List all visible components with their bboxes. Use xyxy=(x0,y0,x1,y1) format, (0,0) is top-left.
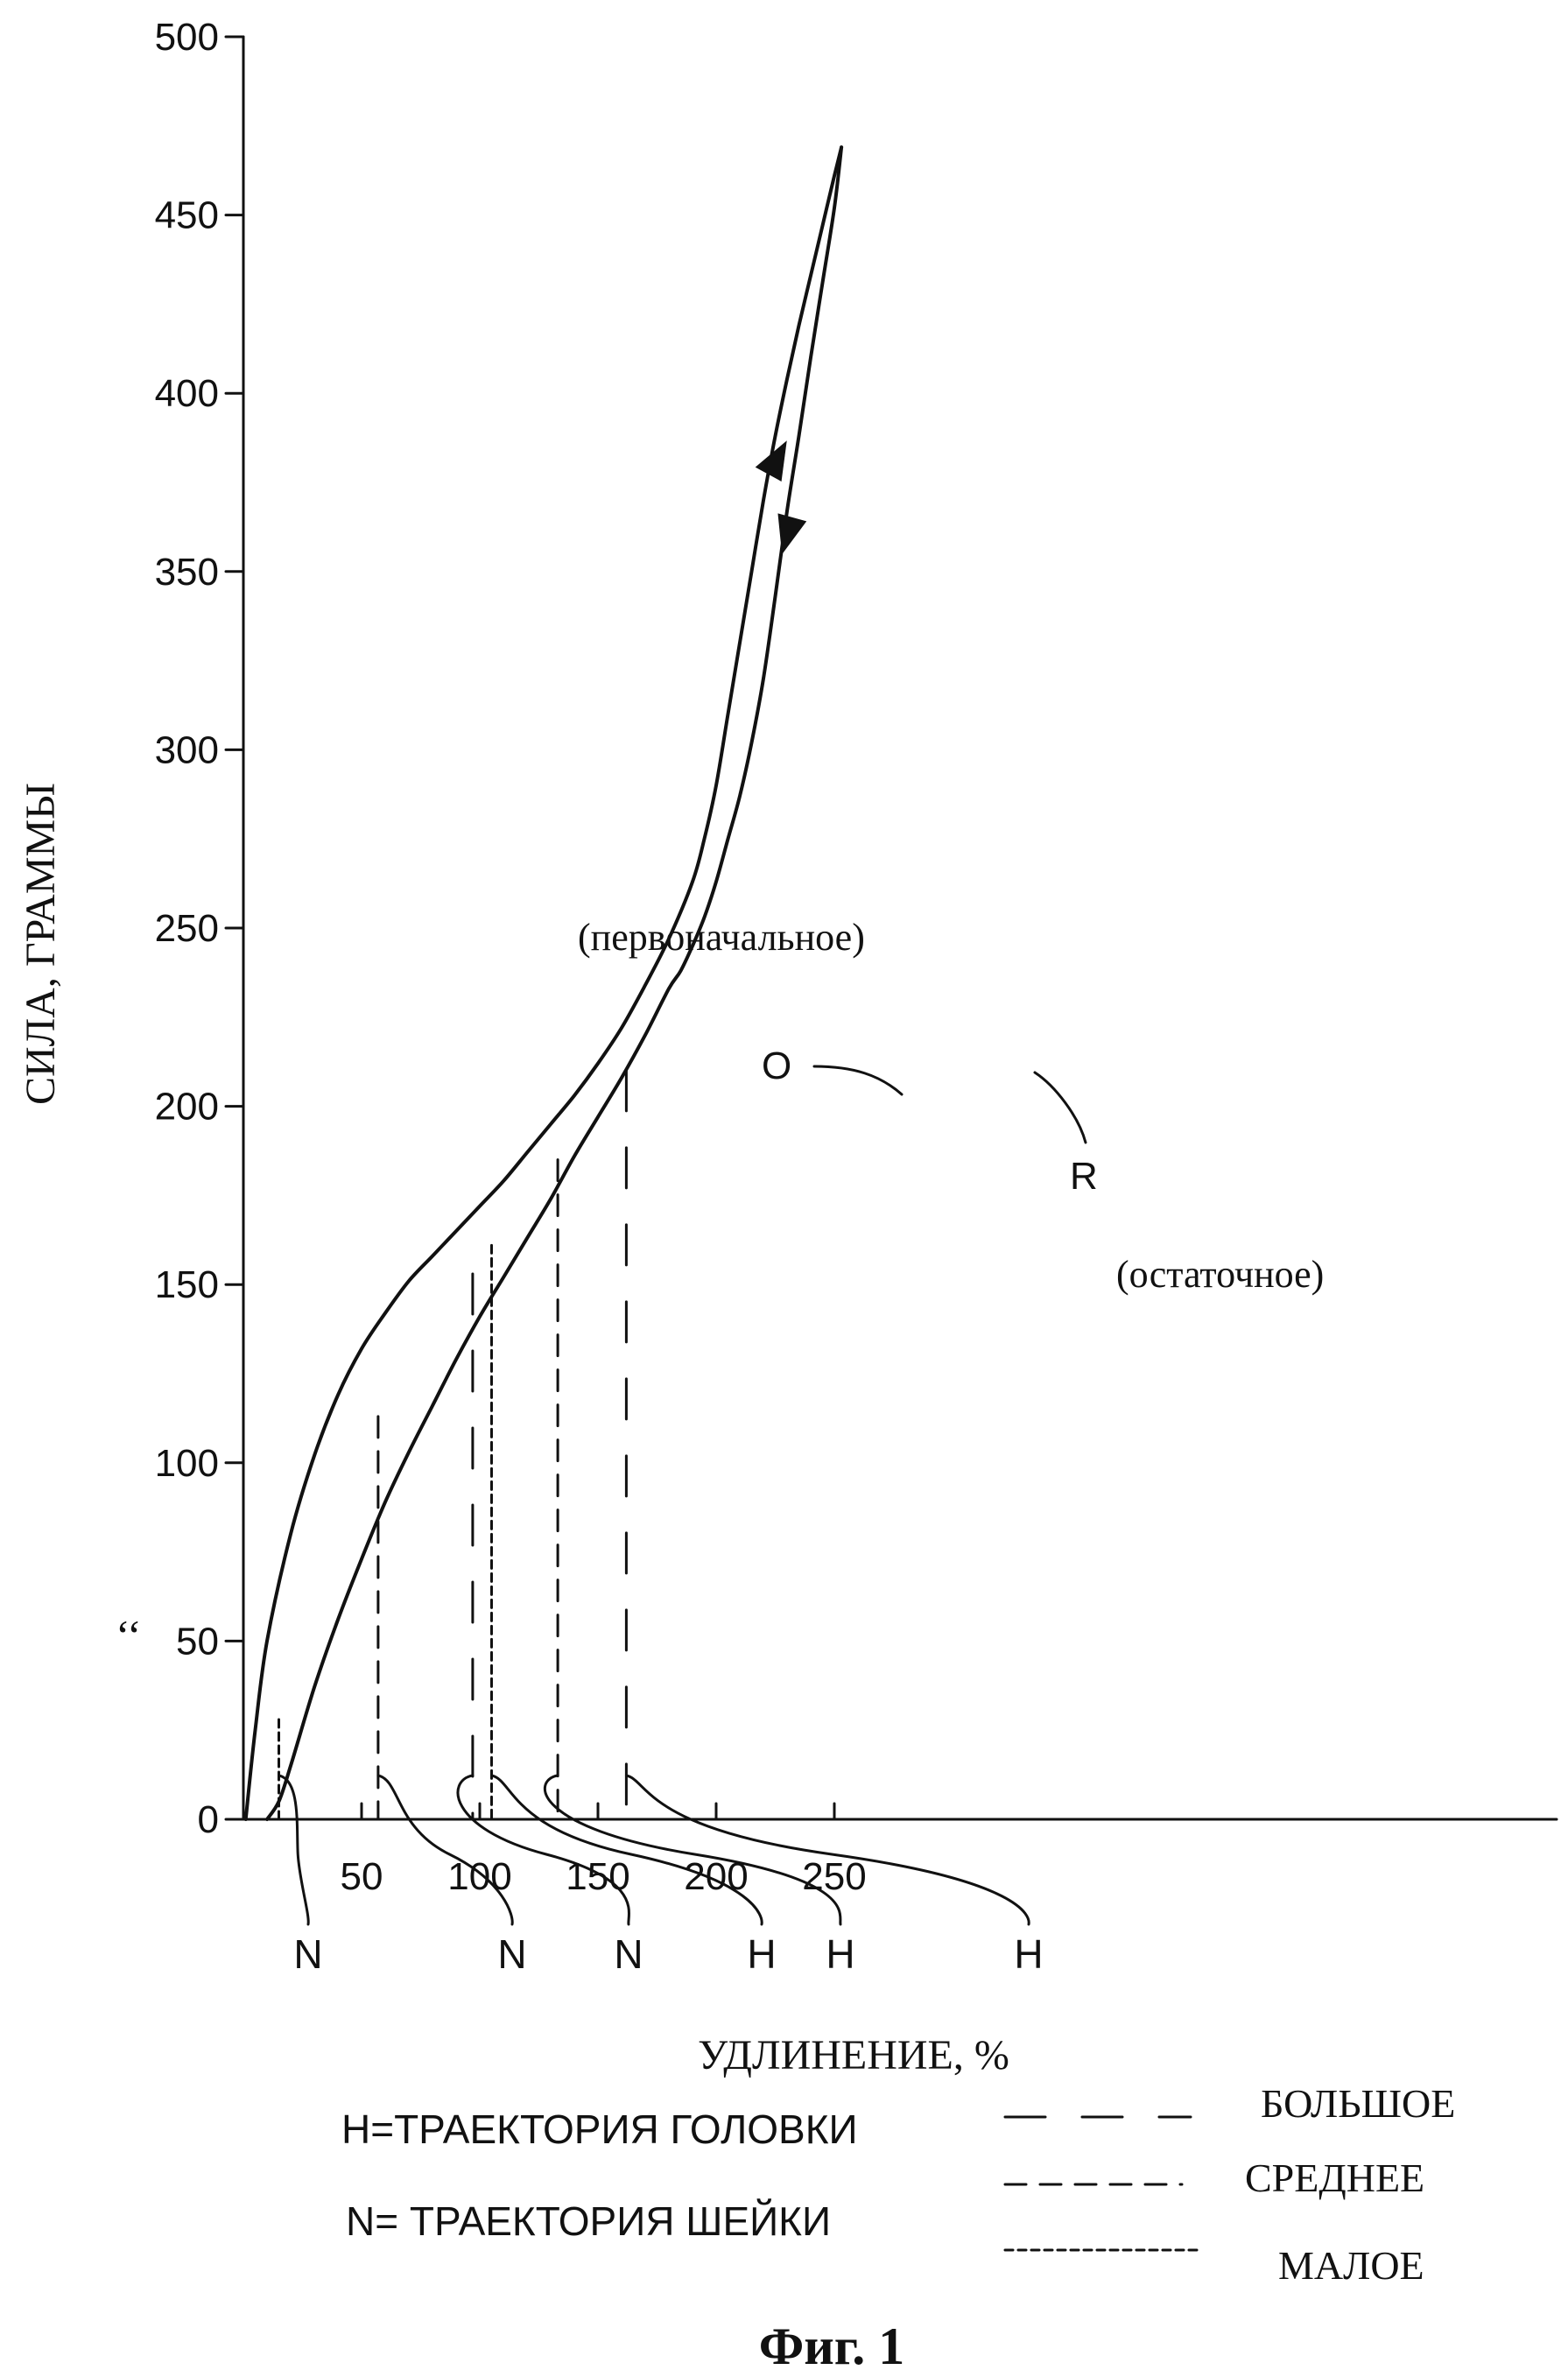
y-tick-label: 450 xyxy=(155,194,219,237)
legend-style-small: МАЛОЕ xyxy=(1278,2243,1424,2288)
x-tick-label: 100 xyxy=(447,1855,511,1898)
y-tick-label: 150 xyxy=(155,1263,219,1306)
y-tick-label: 0 xyxy=(198,1798,219,1841)
y-tick-label: 500 xyxy=(155,16,219,59)
curve-label-o: O xyxy=(762,1044,791,1087)
y-tick-label: 300 xyxy=(155,728,219,771)
curve-label-o-leader xyxy=(814,1066,902,1094)
x-tick-label: 250 xyxy=(802,1855,866,1898)
y-tick-label: 350 xyxy=(155,551,219,594)
stray-mark: ‘‘ xyxy=(116,1611,142,1660)
curve-note-original: (первоначальное) xyxy=(578,916,865,959)
marker-leader xyxy=(458,1776,629,1924)
x-tick-label: 50 xyxy=(341,1855,383,1898)
curve-r-residual xyxy=(267,147,841,1819)
curve-note-residual: (остаточное) xyxy=(1116,1253,1324,1296)
y-tick-label: 100 xyxy=(155,1442,219,1485)
marker-label: H xyxy=(747,1931,776,1977)
arrow-up-icon xyxy=(756,440,787,482)
legend-style-medium: СРЕДНЕЕ xyxy=(1245,2155,1424,2200)
curve-label-r: R xyxy=(1070,1155,1098,1198)
chart: 0501001502002503003504004505005010015020… xyxy=(0,0,1568,2377)
marker-label: N xyxy=(293,1931,322,1977)
curve-o-original xyxy=(246,147,841,1819)
legend-neck-path: N= ТРАЕКТОРИЯ ШЕЙКИ xyxy=(346,2198,831,2244)
marker-leader xyxy=(626,1776,1029,1924)
plot-area: 0501001502002503003504004505005010015020… xyxy=(155,16,1557,1977)
y-tick-label: 400 xyxy=(155,372,219,415)
x-axis-label: УДЛИНЕНИЕ, % xyxy=(698,2032,1009,2078)
y-tick-label: 250 xyxy=(155,907,219,950)
legend-style-large: БОЛЬШОЕ xyxy=(1261,2081,1455,2126)
marker-label: N xyxy=(497,1931,526,1977)
marker-leader xyxy=(279,1776,309,1924)
y-axis-label: СИЛА, ГРАММЫ xyxy=(18,783,64,1105)
marker-label: H xyxy=(1014,1931,1043,1977)
y-tick-label: 200 xyxy=(155,1086,219,1129)
marker-label: N xyxy=(614,1931,643,1977)
curve-label-r-leader xyxy=(1035,1072,1086,1143)
legend-head-path: H=ТРАЕКТОРИЯ ГОЛОВКИ xyxy=(341,2106,858,2152)
arrow-down-icon xyxy=(777,513,806,554)
marker-label: H xyxy=(826,1931,854,1977)
y-tick-label: 50 xyxy=(176,1620,219,1663)
figure-caption: Фиг. 1 xyxy=(759,2317,905,2375)
